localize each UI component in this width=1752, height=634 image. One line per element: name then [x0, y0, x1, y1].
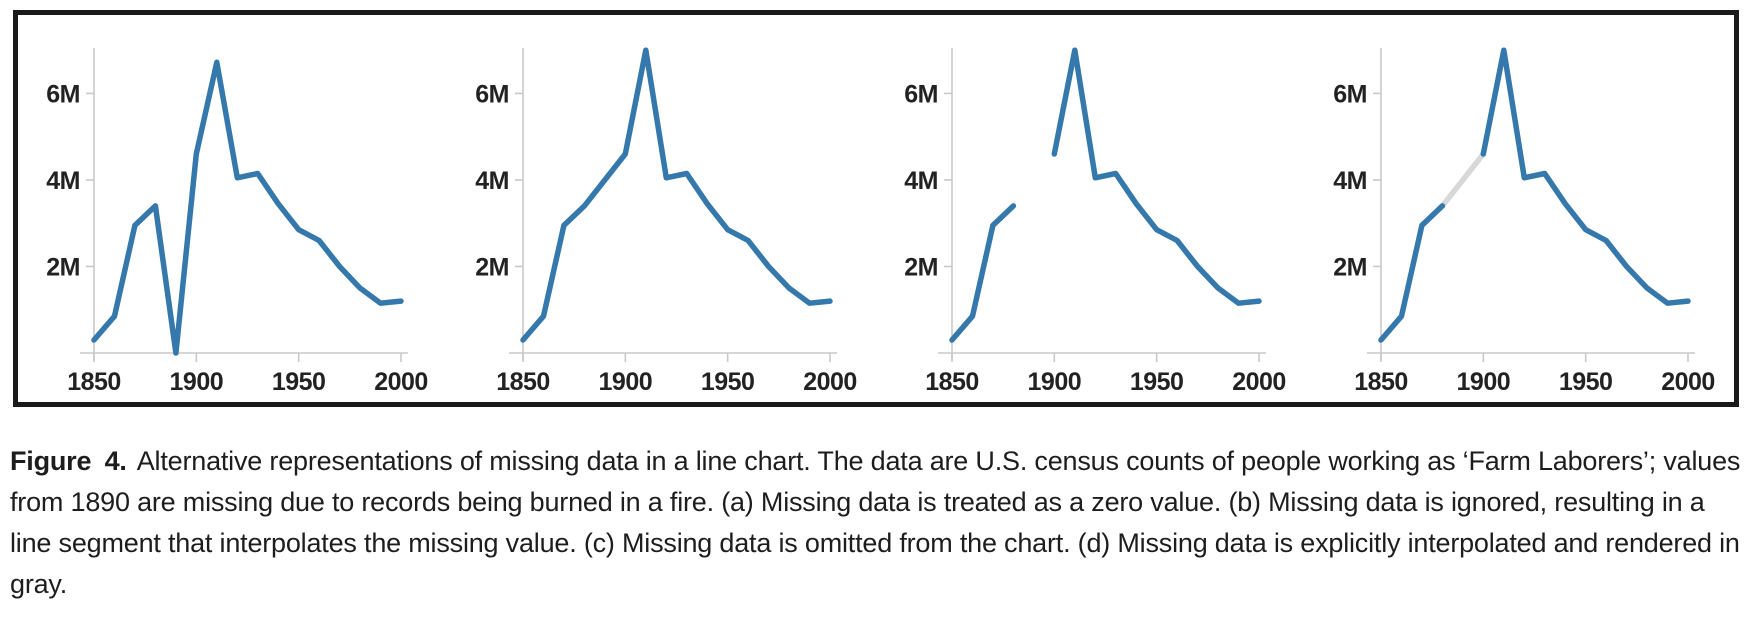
series-line-before-gap [1378, 203, 1446, 343]
figure-caption: Figure 4. Alternative representations of … [10, 441, 1746, 605]
line-chart-d: 2M 4M 6M 1850 1900 1950 2000 [1333, 47, 1715, 396]
x-tick-label: 1900 [170, 368, 224, 396]
y-tick-label: 4M [475, 167, 509, 195]
series-line-after-gap [1480, 47, 1691, 306]
x-tick-label: 1950 [701, 368, 755, 396]
y-tick-label: 2M [475, 253, 509, 281]
y-tick-label: 2M [46, 253, 80, 281]
axes [1367, 48, 1695, 362]
line-chart-c: 2M 4M 6M 1850 1900 1950 2000 [904, 47, 1286, 396]
x-tick-label: 1850 [67, 368, 121, 396]
axes [509, 48, 837, 362]
y-tick-label: 4M [1333, 167, 1367, 195]
y-tick-label: 6M [475, 80, 509, 108]
x-tick-label: 1900 [599, 368, 653, 396]
missing-interpolated-segment [1439, 151, 1487, 209]
series-line-after-gap [1051, 47, 1262, 306]
line-chart-a: 2M 4M 6M 1850 1900 1950 2000 [46, 48, 428, 396]
x-tick-label: 1850 [925, 368, 979, 396]
x-tick-label: 2000 [803, 368, 857, 396]
x-tick-label: 1850 [496, 368, 550, 396]
y-tick-label: 2M [904, 253, 938, 281]
series-line [520, 47, 833, 343]
x-tick-label: 1900 [1028, 368, 1082, 396]
x-tick-label: 2000 [1232, 368, 1286, 396]
x-tick-label: 2000 [374, 368, 428, 396]
x-tick-label: 2000 [1661, 368, 1715, 396]
x-tick-label: 1950 [1130, 368, 1184, 396]
y-tick-label: 6M [904, 80, 938, 108]
x-tick-label: 1900 [1457, 368, 1511, 396]
chart-panel-frame: 2M 4M 6M 1850 1900 1950 2000 2M 4M 6M 1850 1900 1950… [13, 10, 1739, 407]
series-line [91, 59, 404, 356]
line-chart-b: 2M 4M 6M 1850 1900 1950 2000 [475, 47, 857, 396]
y-tick-label: 2M [1333, 253, 1367, 281]
axes [938, 48, 1266, 362]
figure-caption-label: Figure 4. [10, 446, 127, 476]
figure-caption-text: Alternative representations of missing d… [10, 446, 1741, 599]
x-tick-label: 1950 [1559, 368, 1613, 396]
x-tick-label: 1850 [1354, 368, 1408, 396]
y-tick-label: 4M [46, 167, 80, 195]
x-tick-label: 1950 [272, 368, 326, 396]
y-tick-label: 6M [46, 80, 80, 108]
series-line-before-gap [949, 203, 1017, 343]
y-tick-label: 4M [904, 167, 938, 195]
axes [80, 48, 408, 362]
charts-row: 2M 4M 6M 1850 1900 1950 2000 2M 4M 6M 1850 1900 1950… [18, 15, 1734, 402]
y-tick-label: 6M [1333, 80, 1367, 108]
